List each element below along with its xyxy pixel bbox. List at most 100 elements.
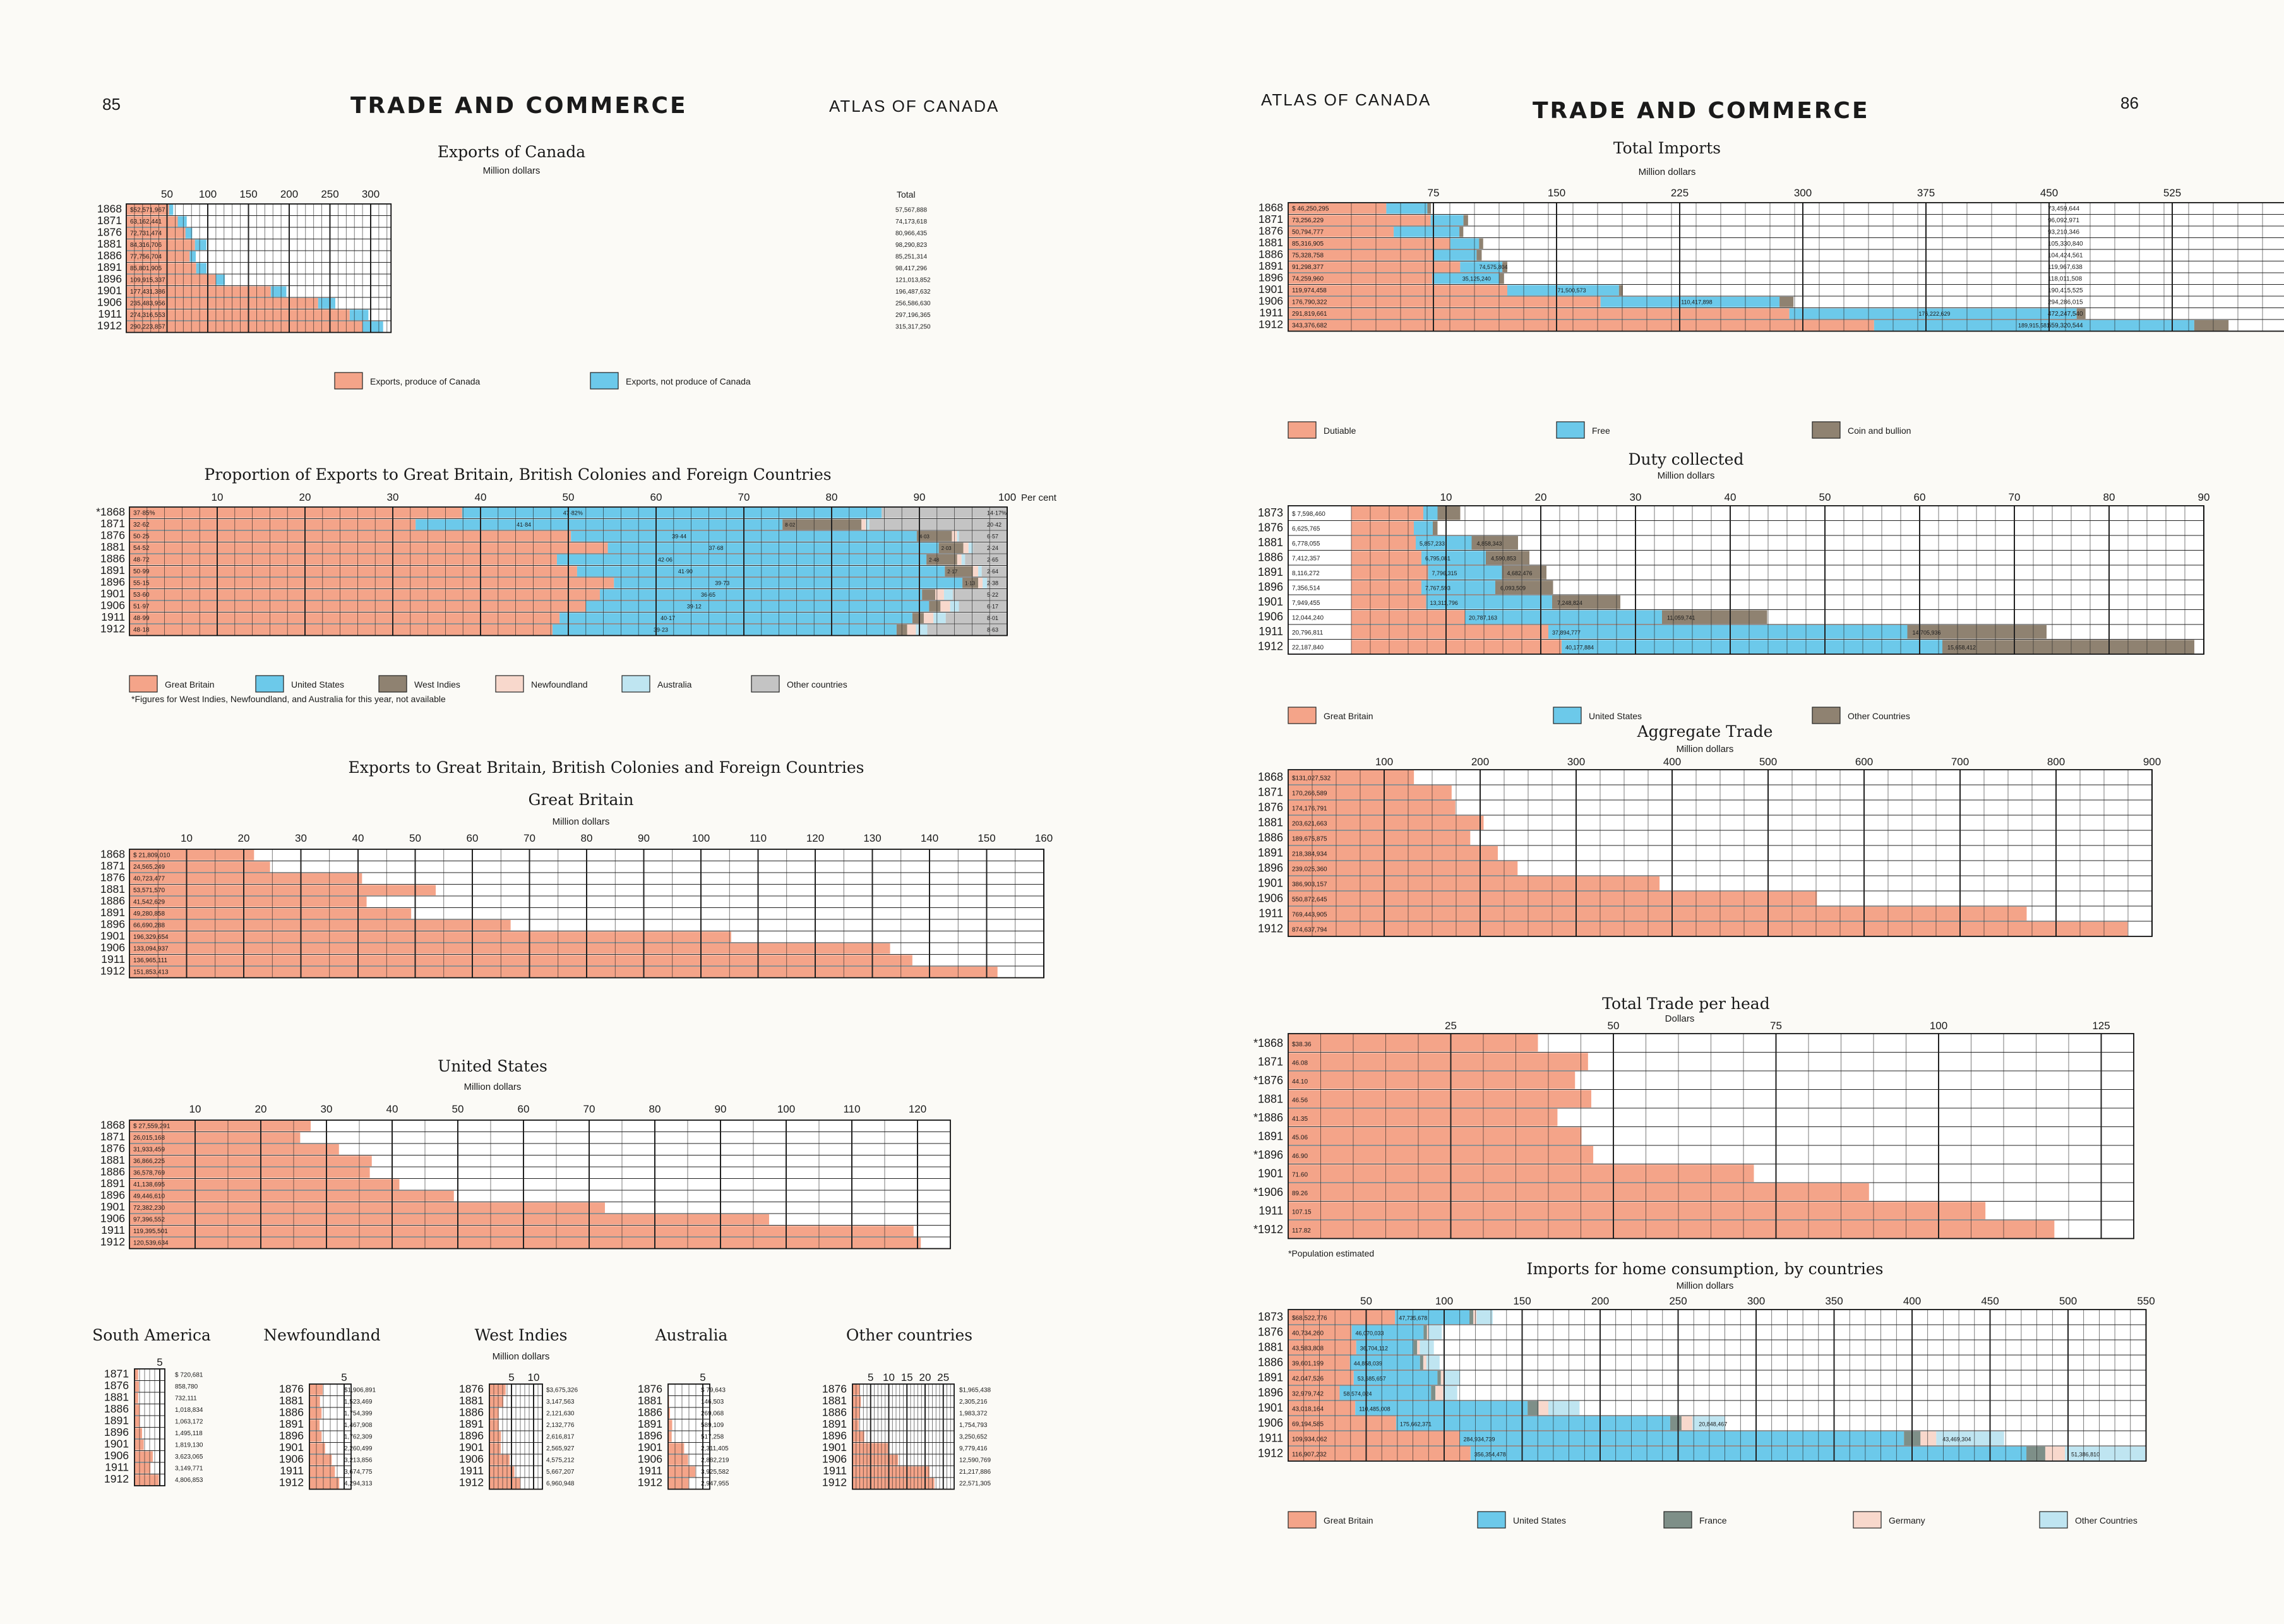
newfoundland-chart xyxy=(309,1383,352,1490)
west_indies-category-label: 1906 xyxy=(459,1452,484,1465)
exports-value-label: 290,223,857 xyxy=(130,324,165,331)
total_imports-total-label: 118,011,508 xyxy=(2048,276,2083,283)
us-tick-label: 10 xyxy=(189,1103,201,1115)
total_imports-bar-coin-and-bullion xyxy=(1499,273,1504,284)
exports-total-label: 315,317,250 xyxy=(895,324,931,331)
proportion-tick-label: 50 xyxy=(563,491,575,503)
other_countries-category-label: 1891 xyxy=(822,1418,847,1430)
west_indies-bar-west-indies xyxy=(489,1466,515,1477)
proportion-mid-label: 2·48 xyxy=(929,558,940,563)
total_imports-category-label: 1911 xyxy=(1259,306,1283,319)
duty-bar-other-countries xyxy=(1471,536,1518,550)
total_imports-chart xyxy=(1288,202,2284,332)
total_imports-bar-dutiable xyxy=(1288,273,1433,284)
proportion-value-label: 48·18 xyxy=(133,627,150,634)
proportion-bar-west-indies xyxy=(916,531,952,542)
duty-legend-united-states-label: United States xyxy=(1589,711,1642,721)
gb-grid xyxy=(129,849,1044,978)
exports-bar-exports-produce-of-canada xyxy=(126,228,186,239)
duty-segment-label: 20,787,163 xyxy=(1469,614,1497,621)
newfoundland-value-label: 1,754,399 xyxy=(344,1411,373,1418)
proportion-other-label: 2·38 xyxy=(987,580,998,587)
proportion-segment-label: 39·73 xyxy=(715,580,729,587)
home_consumption-bar-france xyxy=(2026,1447,2045,1460)
duty-other-label: 4,858,343 xyxy=(1477,540,1502,547)
proportion-category-label: 1881 xyxy=(100,540,125,553)
per_head-tick-label: 50 xyxy=(1608,1020,1620,1032)
newfoundland-category-label: 1911 xyxy=(280,1464,304,1477)
proportion-bar-newfoundland xyxy=(978,578,983,588)
per_head-bar-total-trade-per-head xyxy=(1288,1090,1591,1108)
gb-bar-exports-to-great-britain-british-colonies-and-foreign-countries xyxy=(129,967,998,977)
duty-value-label: 7,412,357 xyxy=(1292,555,1320,562)
proportion-other-label: 14·17% xyxy=(987,510,1007,516)
total_imports-bar-dutiable xyxy=(1288,203,1387,214)
other_countries-value-label: 22,571,305 xyxy=(959,1481,991,1488)
aggregate-unit: Million dollars xyxy=(1676,744,1734,755)
total_imports-total-label: 472,247,540 xyxy=(2048,311,2083,318)
proportion-legend-west-indies-label: West Indies xyxy=(414,679,460,690)
aggregate-title: Aggregate Trade xyxy=(1637,722,1773,741)
us-title: United States xyxy=(438,1057,547,1075)
per_head-bar-total-trade-per-head xyxy=(1288,1164,1754,1182)
proportion-tick-label: 90 xyxy=(914,491,926,503)
other_countries-tick-label: 25 xyxy=(937,1371,949,1383)
proportion-other-label: 2·64 xyxy=(987,568,998,575)
home_consumption-other-label: 43,469,304 xyxy=(1942,1436,1971,1442)
us-bar-united-states xyxy=(129,1121,311,1131)
home_consumption-tick-label: 100 xyxy=(1435,1295,1453,1307)
per_head-value-label: 41.35 xyxy=(1292,1116,1308,1123)
exports-bar-exports-produce-of-canada xyxy=(126,263,196,273)
duty-title: Duty collected xyxy=(1628,450,1744,469)
section-title-left: TRADE AND COMMERCE xyxy=(350,93,688,119)
other_countries-value-label: 21,217,886 xyxy=(959,1469,991,1476)
exports-value-label: 235,483,956 xyxy=(130,301,165,307)
gb-tick-label: 90 xyxy=(638,832,650,844)
aggregate-bar-aggregate-trade xyxy=(1288,770,1414,784)
proportion-bar-other-countries xyxy=(981,566,1007,576)
total_imports-value-label: $ 46,250,295 xyxy=(1292,206,1329,213)
proportion-bar-australia xyxy=(957,531,959,542)
total_imports-bar-coin-and-bullion xyxy=(1618,285,1623,296)
home_consumption-bar-other-countries xyxy=(1428,1325,1442,1339)
australia-bar-australia xyxy=(668,1431,672,1442)
home_consumption-bar-great-britain xyxy=(1288,1310,1396,1324)
home_consumption-legend-germany-swatch xyxy=(1853,1511,1882,1529)
duty-value-label: 22,187,840 xyxy=(1292,644,1324,651)
exports-total-label: 196,487,632 xyxy=(895,289,931,296)
home_consumption-chart xyxy=(1288,1309,2147,1462)
newfoundland-bar-newfoundland xyxy=(309,1408,322,1419)
proportion-bar-newfoundland xyxy=(957,554,962,565)
home_consumption-value-label: 116,907,232 xyxy=(1292,1451,1327,1458)
home_consumption-value-label: 32,979,742 xyxy=(1292,1390,1324,1397)
total_imports-bar-coin-and-bullion xyxy=(1502,261,1507,272)
proportion-segment-label: 39·44 xyxy=(672,534,686,540)
duty-value-label: 7,356,514 xyxy=(1292,585,1320,592)
proportion-mid-label: 4·03 xyxy=(919,534,930,540)
proportion-bar-australia xyxy=(943,589,953,600)
proportion-bar-other-countries xyxy=(965,554,1007,565)
exports-bar-exports-produce-of-canada xyxy=(126,309,350,320)
us-tick-label: 80 xyxy=(649,1103,661,1115)
total_imports-legend-dutiable-label: Dutiable xyxy=(1324,426,1356,436)
other_countries-value-label: 1,983,372 xyxy=(959,1411,988,1418)
australia-bar-australia xyxy=(668,1455,688,1466)
home_consumption-legend-other-countries-swatch xyxy=(2039,1511,2068,1529)
total_imports-segment-label: 189,915,581 xyxy=(2018,323,2050,329)
total_imports-value-label: 50,794,777 xyxy=(1292,229,1324,236)
home_consumption-tick-label: 550 xyxy=(2137,1295,2155,1307)
exports-category-label: 1891 xyxy=(97,261,122,273)
west_indies-category-label: 1881 xyxy=(459,1394,484,1407)
total_imports-value-label: 75,328,758 xyxy=(1292,253,1324,260)
newfoundland-category-label: 1901 xyxy=(279,1441,304,1454)
gb-value-label: 40,723,477 xyxy=(133,876,165,883)
total_imports-bar-coin-and-bullion xyxy=(1479,238,1483,249)
home_consumption-segment-label: 46,070,033 xyxy=(1356,1330,1384,1336)
aggregate-value-label: 218,384,934 xyxy=(1292,851,1327,857)
newfoundland-category-label: 1891 xyxy=(279,1418,304,1430)
home_consumption-category-label: 1886 xyxy=(1258,1356,1283,1368)
total_imports-total-label: 294,286,015 xyxy=(2048,299,2083,306)
exports-tick-label: 50 xyxy=(161,188,173,200)
duty-other-label: 4,590,853 xyxy=(1491,555,1516,561)
total_imports-legend-dutiable-swatch xyxy=(1288,421,1317,439)
